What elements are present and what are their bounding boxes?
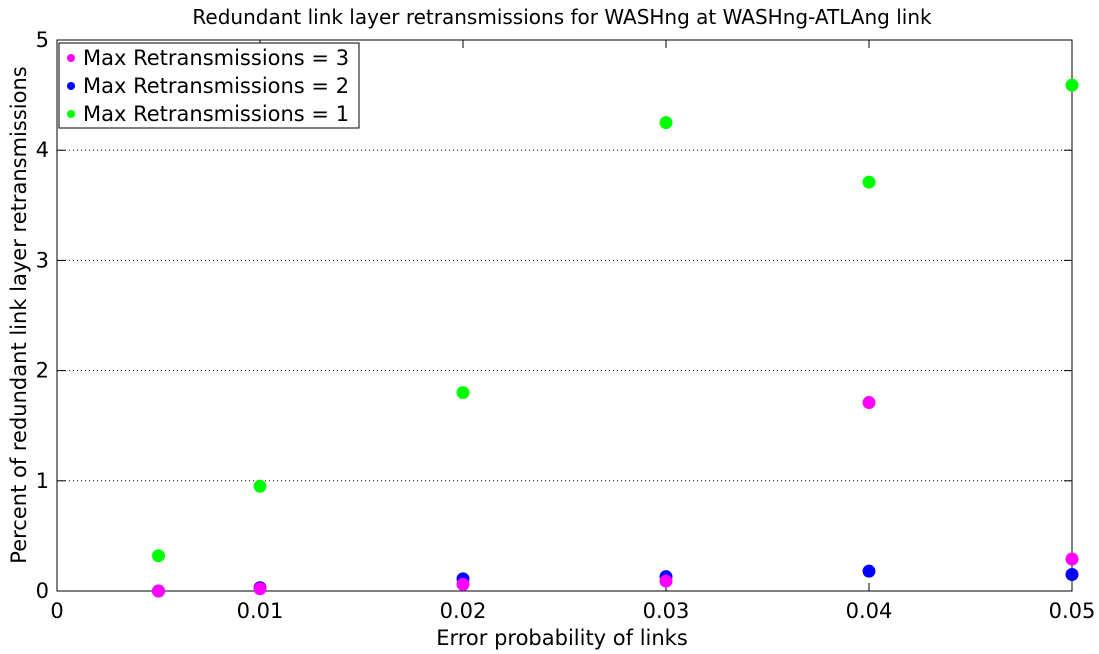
y-tick-label: 0	[36, 579, 49, 603]
y-tick-label: 4	[36, 138, 49, 162]
data-point	[862, 175, 876, 189]
data-point	[1065, 78, 1079, 92]
data-point	[659, 116, 673, 130]
legend: Max Retransmissions = 3 Max Retransmissio…	[58, 42, 360, 129]
x-axis-label: Error probability of links	[436, 626, 688, 650]
data-point	[862, 564, 876, 578]
axis-ticks: 0 1 2 3 4 5 0 0.01 0.02 0.03 0.04 0.05	[36, 28, 1096, 623]
data-point	[456, 386, 470, 400]
data-point	[659, 574, 673, 588]
legend-box	[58, 42, 360, 129]
x-tick-label: 0.01	[237, 599, 284, 623]
data-point	[152, 549, 165, 563]
y-tick-label: 2	[36, 359, 49, 383]
data-point	[253, 479, 267, 493]
x-tick-label: 0	[50, 599, 63, 623]
legend-label: Max Retransmissions = 1	[83, 102, 349, 126]
legend-marker	[67, 54, 75, 62]
legend-marker	[67, 82, 75, 90]
legend-label: Max Retransmissions = 2	[83, 74, 349, 98]
data-point	[456, 577, 470, 591]
y-tick-label: 1	[36, 469, 49, 493]
x-tick-label: 0.04	[846, 599, 893, 623]
plot-area	[56, 39, 1073, 592]
legend-label: Max Retransmissions = 3	[83, 46, 349, 70]
y-tick-label: 5	[36, 28, 49, 52]
data-point	[152, 584, 165, 598]
data-point	[1065, 567, 1079, 581]
data-point	[253, 582, 267, 596]
x-tick-label: 0.02	[440, 599, 487, 623]
legend-marker	[67, 110, 75, 118]
x-tick-label: 0.03	[643, 599, 690, 623]
data-points	[152, 78, 1079, 598]
grid	[57, 149, 1072, 482]
chart-title: Redundant link layer retransmissions for…	[192, 5, 932, 29]
y-tick-label: 3	[36, 248, 49, 272]
x-tick-label: 0.05	[1049, 599, 1096, 623]
data-point	[1065, 552, 1079, 566]
y-axis-label: Percent of redundant link layer retransm…	[7, 66, 31, 563]
data-point	[862, 396, 876, 410]
